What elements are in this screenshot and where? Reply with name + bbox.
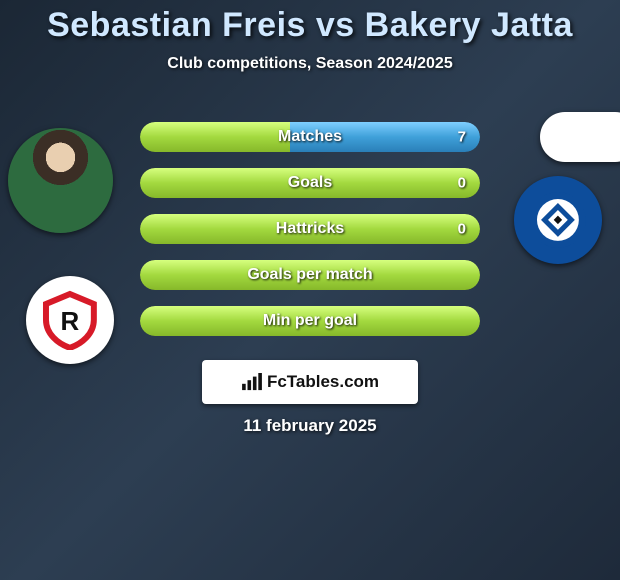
player-avatar-right: [540, 112, 620, 162]
stat-bar: Goals per match: [140, 260, 480, 290]
branding-badge: FcTables.com: [202, 360, 418, 404]
bar-label: Matches: [278, 128, 342, 146]
bar-value-right: 7: [458, 129, 466, 146]
stat-bars-container: Matches 7 Goals 0 Hattricks 0 Goals per match M…: [140, 122, 480, 352]
bar-label: Goals: [288, 174, 332, 192]
page-title: Sebastian Freis vs Bakery Jatta: [0, 0, 620, 45]
club-icon-right: [528, 190, 588, 250]
svg-text:R: R: [61, 308, 80, 336]
bar-label: Hattricks: [276, 220, 344, 238]
shield-icon: R: [40, 290, 100, 350]
stat-bar: Min per goal: [140, 306, 480, 336]
date-label: 11 february 2025: [243, 416, 376, 436]
stat-bar: Goals 0: [140, 168, 480, 198]
infographic-root: Sebastian Freis vs Bakery Jatta Club com…: [0, 0, 620, 580]
branding-text: FcTables.com: [267, 372, 379, 392]
club-badge-left: R: [26, 276, 114, 364]
bar-label: Goals per match: [247, 266, 372, 284]
stat-bar: Hattricks 0: [140, 214, 480, 244]
stat-bar: Matches 7: [140, 122, 480, 152]
page-subtitle: Club competitions, Season 2024/2025: [0, 55, 620, 73]
bar-value-right: 0: [458, 221, 466, 238]
bar-value-right: 0: [458, 175, 466, 192]
player-avatar-left: [8, 128, 113, 233]
bars-icon: [241, 373, 263, 391]
bar-label: Min per goal: [263, 312, 357, 330]
bar-fill-left: [140, 122, 290, 152]
club-badge-right: [514, 176, 602, 264]
